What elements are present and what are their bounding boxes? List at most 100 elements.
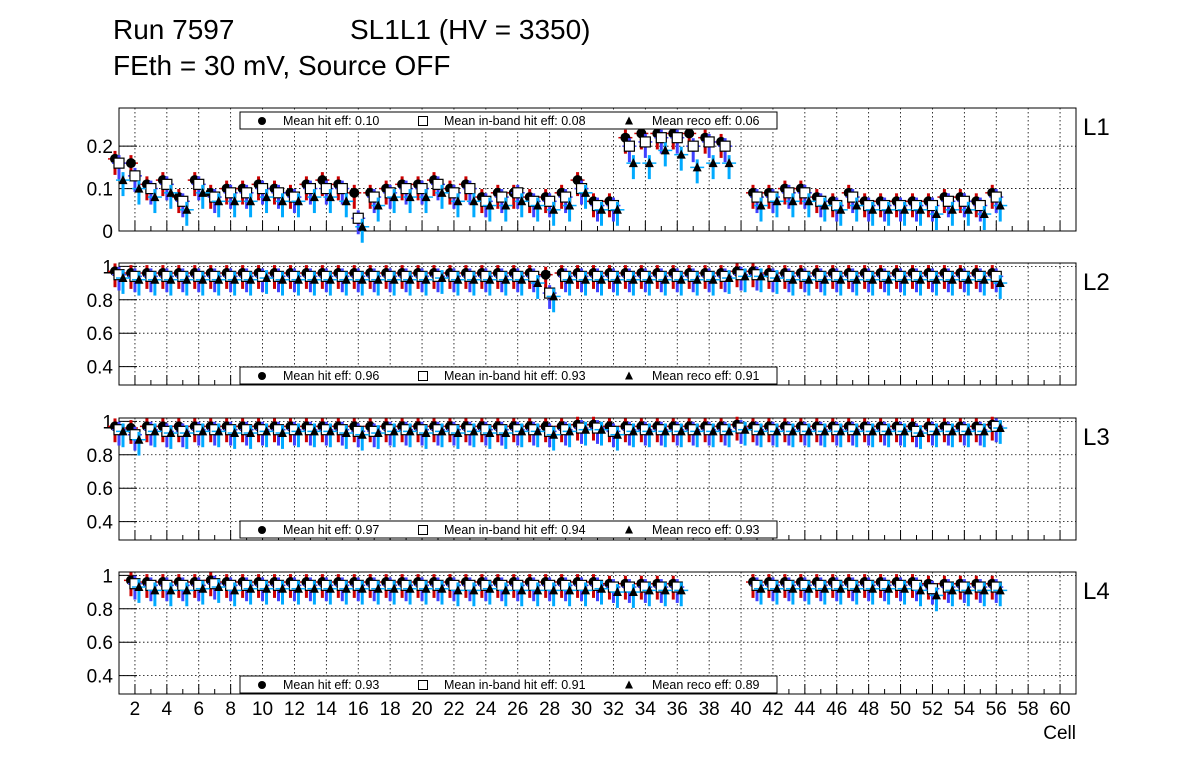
reco-eff-point [485,583,495,593]
inband-eff-point [256,182,269,195]
reco-eff-point [118,426,128,436]
hit-eff-point [125,158,136,169]
reco-eff-point [501,200,511,210]
reco-eff-point [947,204,957,214]
reco-eff-point [549,204,559,214]
reco-eff-point [772,583,782,593]
x-tick-label: 48 [858,699,879,720]
legend-label: Mean in-band hit eff: 0.08 [444,114,586,128]
y-tick-label: 0.4 [87,358,114,379]
reco-eff-point [230,428,240,438]
reco-eff-point [533,426,543,436]
inband-eff-point [559,191,572,203]
y-tick-label: 1 [102,412,113,433]
y-tick-label: 0.8 [87,446,113,467]
hit-eff-point [684,128,695,139]
x-axis-label: Cell [1043,723,1076,744]
reco-eff-point [389,426,399,436]
reco-eff-point [437,583,447,593]
x-tick-label: 38 [699,699,720,720]
reco-eff-point [134,434,144,444]
reco-eff-point [884,583,894,593]
inband-eff-point [799,187,811,199]
reco-eff-point [692,274,702,284]
inband-eff-point [193,178,205,190]
reco-eff-point [995,423,1005,433]
reco-eff-point [820,274,830,284]
reco-eff-point [325,583,335,593]
reco-eff-point [644,158,654,168]
inband-eff-point [161,178,173,190]
legend: Mean hit eff: 0.10 Mean in-band hit eff: … [239,111,778,130]
reco-eff-point [517,196,527,206]
reco-eff-point [836,583,846,593]
x-tick-label: 22 [443,699,464,720]
legend-reco-marker [625,371,633,380]
reco-eff-point [389,583,399,593]
reco-eff-point [612,587,622,597]
threshold-title: FEth = 30 mV, Source OFF [113,50,451,81]
reco-eff-point [915,274,925,284]
reco-eff-point [900,274,910,284]
reco-eff-point [581,187,591,197]
y-tick-label: 0.6 [87,633,113,654]
superlayer-title: SL1L1 (HV = 3350) [350,14,591,45]
reco-eff-point [804,426,814,436]
reco-eff-point [868,274,878,284]
reco-eff-point [772,426,782,436]
reco-eff-point [628,158,638,168]
inband-eff-point [177,195,189,207]
reco-eff-point [453,196,463,206]
inband-eff-point [304,182,316,195]
reco-eff-point [277,274,287,284]
legend-hit-marker [258,526,266,534]
reco-eff-point [660,426,670,436]
reco-eff-point [836,204,846,214]
reco-eff-point [804,196,814,206]
reco-eff-point [166,274,176,284]
reco-eff-point [644,426,654,436]
reco-eff-point [246,274,256,284]
reco-eff-point [373,583,383,593]
reco-eff-point [628,274,638,284]
reco-eff-point [756,583,766,593]
reco-eff-point [979,209,989,219]
reco-eff-point [724,426,734,436]
reco-eff-point [469,274,479,284]
inband-eff-point [671,132,683,144]
panel-l2: 0.4 0.6 0.8 1 L2 Mean hit eff: 0.96 Mean in-ba… [87,257,1110,386]
reco-eff-point [676,585,686,595]
reco-eff-point [134,183,144,193]
reco-eff-point [692,426,702,436]
reco-eff-point [501,274,511,284]
reco-eff-point [979,585,989,595]
y-tick-label: 0.1 [87,180,113,201]
reco-eff-point [596,274,606,284]
reco-eff-point [341,274,351,284]
reco-eff-point [421,428,431,438]
reco-eff-point [357,583,367,593]
inband-eff-point [942,195,955,207]
reco-eff-point [453,274,463,284]
reco-eff-point [724,273,734,283]
reco-eff-point [533,585,543,595]
reco-eff-point [246,428,256,438]
inband-eff-point [751,191,763,203]
legend-label: Mean in-band hit eff: 0.91 [444,678,586,692]
legend-label: Mean reco eff: 0.91 [652,369,760,383]
inband-eff-point [847,191,859,203]
reco-eff-point [979,274,989,284]
reco-eff-point [262,273,272,283]
reco-eff-point [230,196,240,206]
reco-eff-point [182,428,192,438]
reco-eff-point [357,221,367,231]
legend: Mean hit eff: 0.96 Mean in-band hit eff: … [239,366,778,385]
panel-label: L1 [1083,114,1110,141]
reco-eff-point [804,274,814,284]
inband-eff-point [783,187,795,199]
reco-eff-point [166,585,176,595]
reco-eff-point [198,583,208,593]
reco-eff-point [277,196,287,206]
reco-eff-point [118,273,128,283]
reco-eff-point [485,274,495,284]
